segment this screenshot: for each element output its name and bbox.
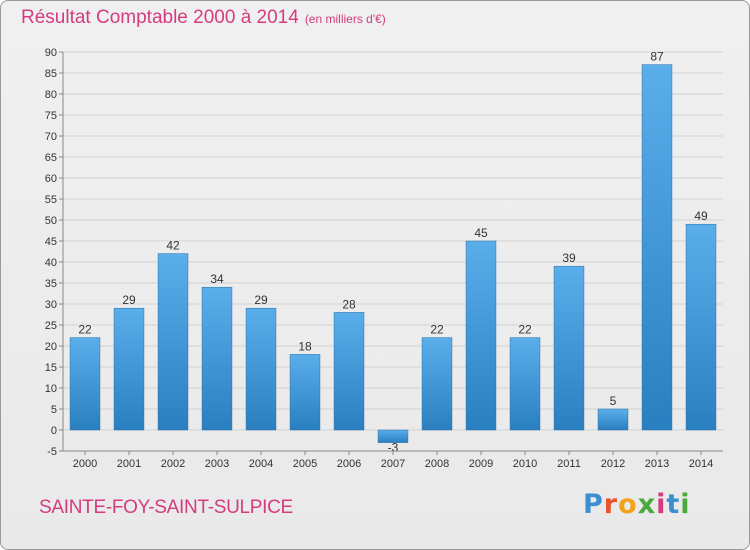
- bar: [377, 429, 409, 443]
- bar: [685, 223, 717, 431]
- bar: [245, 307, 277, 431]
- bar: [553, 265, 585, 431]
- bars: 22 29 42 34 29 18 28 -3 22 45 22 39 5 87 49: [69, 50, 717, 455]
- y-tick-label: 65: [45, 152, 57, 164]
- x-tick-label: 2012: [601, 458, 625, 470]
- logo-letter: P: [583, 489, 604, 520]
- y-tick-label: 30: [45, 299, 57, 311]
- bar: [157, 253, 189, 431]
- x-tick-label: 2011: [557, 458, 581, 470]
- y-tick-label: 40: [45, 257, 57, 269]
- x-tick-label: 2009: [469, 458, 493, 470]
- logo-letter: o: [618, 489, 638, 520]
- y-tick-label: 25: [45, 320, 57, 332]
- logo-letter: r: [603, 489, 619, 520]
- bar: [333, 312, 365, 431]
- y-tick-label: 80: [45, 89, 57, 101]
- chart-title-text: Résultat Comptable 2000 à 2014: [21, 7, 299, 28]
- y-tick-label: 35: [45, 278, 57, 290]
- y-tick-label: 20: [45, 341, 57, 353]
- bar: [69, 337, 101, 431]
- bar-value-label: 18: [298, 339, 312, 353]
- x-tick-label: 2002: [161, 458, 185, 470]
- proxiti-logo: Proxiti: [583, 489, 691, 520]
- bar-value-label: 22: [518, 323, 532, 337]
- x-tick-label: 2000: [73, 458, 97, 470]
- y-tick-label: 60: [45, 173, 57, 185]
- logo-letter: x: [637, 489, 657, 520]
- bar-value-label: 28: [342, 297, 356, 311]
- y-tick-label: 0: [51, 425, 57, 437]
- y-tick-label: 15: [45, 362, 57, 374]
- bar-value-label: 29: [122, 293, 136, 307]
- bar-value-label: 22: [430, 323, 444, 337]
- y-tick-label: 75: [45, 110, 57, 122]
- x-tick-label: 2007: [381, 458, 405, 470]
- y-tick-label: 90: [45, 47, 57, 59]
- x-tick-label: 2003: [205, 458, 229, 470]
- bar: [641, 64, 673, 431]
- logo-letter: i: [680, 489, 691, 520]
- x-tick-label: 2005: [293, 458, 317, 470]
- bar-value-label: 42: [166, 239, 180, 253]
- chart-subtitle: (en milliers d'€): [304, 12, 386, 26]
- bar-value-label: 49: [694, 209, 708, 223]
- y-tick-label: 5: [51, 404, 57, 416]
- bar-value-label: -3: [388, 441, 399, 455]
- logo-letter: i: [656, 489, 667, 520]
- bar: [421, 337, 453, 431]
- bar: [465, 240, 497, 431]
- y-tick-label: 10: [45, 383, 57, 395]
- y-axis-ticks: -5 0 5 10 15 20 25 30 35 40 45 50 55 60 65 70 75 80 85 90: [45, 47, 63, 458]
- x-tick-label: 2008: [425, 458, 449, 470]
- bar-value-label: 34: [210, 272, 224, 286]
- bar-value-label: 29: [254, 293, 268, 307]
- x-tick-label: 2010: [513, 458, 537, 470]
- x-tick-label: 2014: [689, 458, 713, 470]
- y-tick-label: 85: [45, 68, 57, 80]
- bar: [597, 408, 629, 431]
- y-tick-label: -5: [47, 446, 57, 458]
- axes: [62, 52, 723, 452]
- x-tick-label: 2013: [645, 458, 669, 470]
- y-tick-label: 50: [45, 215, 57, 227]
- bar: [201, 286, 233, 431]
- commune-name: SAINTE-FOY-SAINT-SULPICE: [39, 497, 293, 518]
- y-tick-label: 55: [45, 194, 57, 206]
- logo-letter: t: [666, 489, 681, 520]
- x-axis-ticks: 2000 2001 2002 2003 2004 2005 2006 2007 2008 2009…: [73, 451, 713, 470]
- bar-value-label: 5: [610, 394, 617, 408]
- y-tick-label: 70: [45, 131, 57, 143]
- x-tick-label: 2006: [337, 458, 361, 470]
- bar: [289, 354, 321, 431]
- bar-value-label: 39: [562, 251, 576, 265]
- x-tick-label: 2004: [249, 458, 273, 470]
- bar: [509, 337, 541, 431]
- bar-value-label: 87: [650, 50, 664, 64]
- bar-value-label: 45: [474, 226, 488, 240]
- bar-value-label: 22: [78, 323, 92, 337]
- bar: [113, 307, 145, 431]
- x-tick-label: 2001: [117, 458, 141, 470]
- chart-title: Résultat Comptable 2000 à 2014 (en millie…: [21, 7, 386, 29]
- y-tick-label: 45: [45, 236, 57, 248]
